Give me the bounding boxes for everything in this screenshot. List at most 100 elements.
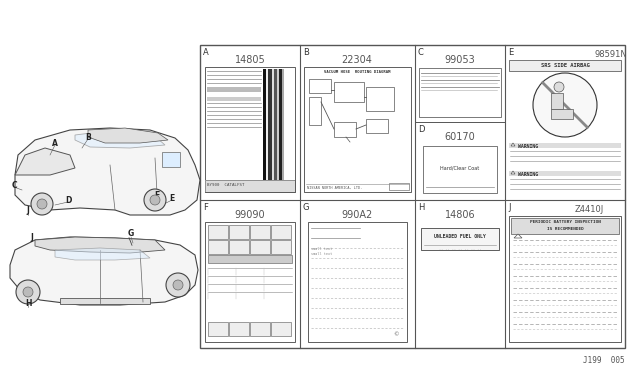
Polygon shape: [514, 234, 522, 238]
Text: UNLEADED FUEL ONLY: UNLEADED FUEL ONLY: [434, 234, 486, 239]
Bar: [509, 143, 621, 148]
Text: BY900  CATALFST: BY900 CATALFST: [207, 183, 244, 187]
Text: H: H: [418, 203, 424, 212]
Circle shape: [37, 199, 47, 209]
Text: B: B: [85, 132, 91, 141]
Text: F: F: [203, 203, 208, 212]
Text: 990A2: 990A2: [341, 210, 372, 220]
Circle shape: [554, 82, 564, 92]
Text: D: D: [418, 125, 424, 134]
Text: VACUUM HOSE  ROUTING DIAGRAM: VACUUM HOSE ROUTING DIAGRAM: [324, 70, 390, 74]
Bar: [207, 87, 261, 92]
Bar: [509, 60, 621, 71]
Text: J: J: [27, 205, 29, 215]
Bar: [229, 240, 249, 254]
Bar: [208, 240, 228, 254]
Bar: [271, 225, 291, 239]
Circle shape: [144, 189, 166, 211]
Text: G: G: [128, 228, 134, 237]
Text: B: B: [303, 48, 309, 57]
Text: WARNING: WARNING: [518, 172, 538, 177]
Text: A: A: [203, 48, 209, 57]
Bar: [208, 255, 292, 263]
Bar: [60, 298, 150, 304]
Bar: [423, 146, 497, 193]
Bar: [229, 322, 249, 336]
Bar: [208, 322, 228, 336]
Bar: [551, 109, 573, 119]
Circle shape: [533, 73, 597, 137]
Polygon shape: [88, 128, 168, 143]
Bar: [274, 69, 276, 184]
Bar: [271, 322, 291, 336]
Bar: [266, 69, 268, 184]
Bar: [250, 240, 270, 254]
Bar: [308, 222, 407, 342]
Circle shape: [16, 280, 40, 304]
Circle shape: [31, 193, 53, 215]
Bar: [334, 82, 364, 102]
Text: D: D: [65, 196, 71, 205]
Polygon shape: [511, 143, 515, 146]
Bar: [272, 69, 274, 184]
Bar: [551, 93, 563, 109]
Bar: [334, 122, 356, 137]
Text: 14805: 14805: [235, 55, 266, 65]
Text: WARNING: WARNING: [518, 144, 538, 149]
Bar: [250, 225, 270, 239]
Bar: [208, 225, 228, 239]
Bar: [205, 67, 295, 192]
Text: -- -- -- -- -- -- --: -- -- -- -- -- -- --: [439, 247, 481, 251]
Bar: [271, 240, 291, 254]
Polygon shape: [15, 128, 200, 215]
Bar: [205, 222, 295, 342]
Text: 14806: 14806: [445, 210, 476, 220]
Text: PERIODIC BATTERY INSPECTION: PERIODIC BATTERY INSPECTION: [529, 220, 600, 224]
Bar: [276, 69, 279, 184]
Text: J: J: [31, 232, 33, 241]
Circle shape: [150, 195, 160, 205]
Text: H: H: [25, 299, 31, 308]
Bar: [205, 180, 295, 192]
Bar: [279, 69, 282, 184]
Bar: [205, 180, 295, 192]
Bar: [268, 69, 272, 184]
Text: Z4410J: Z4410J: [575, 205, 604, 214]
Polygon shape: [10, 237, 198, 305]
Text: G: G: [303, 203, 310, 212]
Text: Hard/Clear Coat: Hard/Clear Coat: [440, 165, 479, 170]
Circle shape: [166, 273, 190, 297]
Bar: [229, 225, 249, 239]
Text: A: A: [52, 138, 58, 148]
Bar: [309, 79, 331, 93]
Bar: [282, 69, 284, 184]
Text: 99090: 99090: [235, 210, 266, 220]
Polygon shape: [75, 130, 165, 148]
Polygon shape: [55, 248, 150, 260]
Text: E: E: [508, 48, 513, 57]
Text: 60170: 60170: [445, 132, 476, 142]
Bar: [389, 183, 409, 190]
Bar: [509, 216, 621, 342]
Text: 98591N: 98591N: [595, 50, 628, 59]
Text: small text
small text: small text small text: [311, 247, 332, 256]
Bar: [200, 45, 625, 348]
Text: IS RECOMMENDED: IS RECOMMENDED: [547, 227, 584, 231]
Text: C: C: [418, 48, 424, 57]
Bar: [250, 322, 270, 336]
Bar: [509, 171, 621, 176]
Text: F: F: [154, 190, 159, 199]
Bar: [162, 152, 180, 167]
Text: 99053: 99053: [445, 55, 476, 65]
Bar: [419, 68, 501, 117]
Polygon shape: [511, 171, 515, 174]
Bar: [421, 228, 499, 250]
Text: J: J: [508, 203, 511, 212]
Bar: [366, 119, 388, 133]
Polygon shape: [35, 237, 165, 253]
Text: J199  005: J199 005: [584, 356, 625, 365]
Text: E: E: [170, 193, 175, 202]
Bar: [511, 218, 619, 234]
Bar: [366, 87, 394, 111]
Polygon shape: [15, 148, 75, 175]
